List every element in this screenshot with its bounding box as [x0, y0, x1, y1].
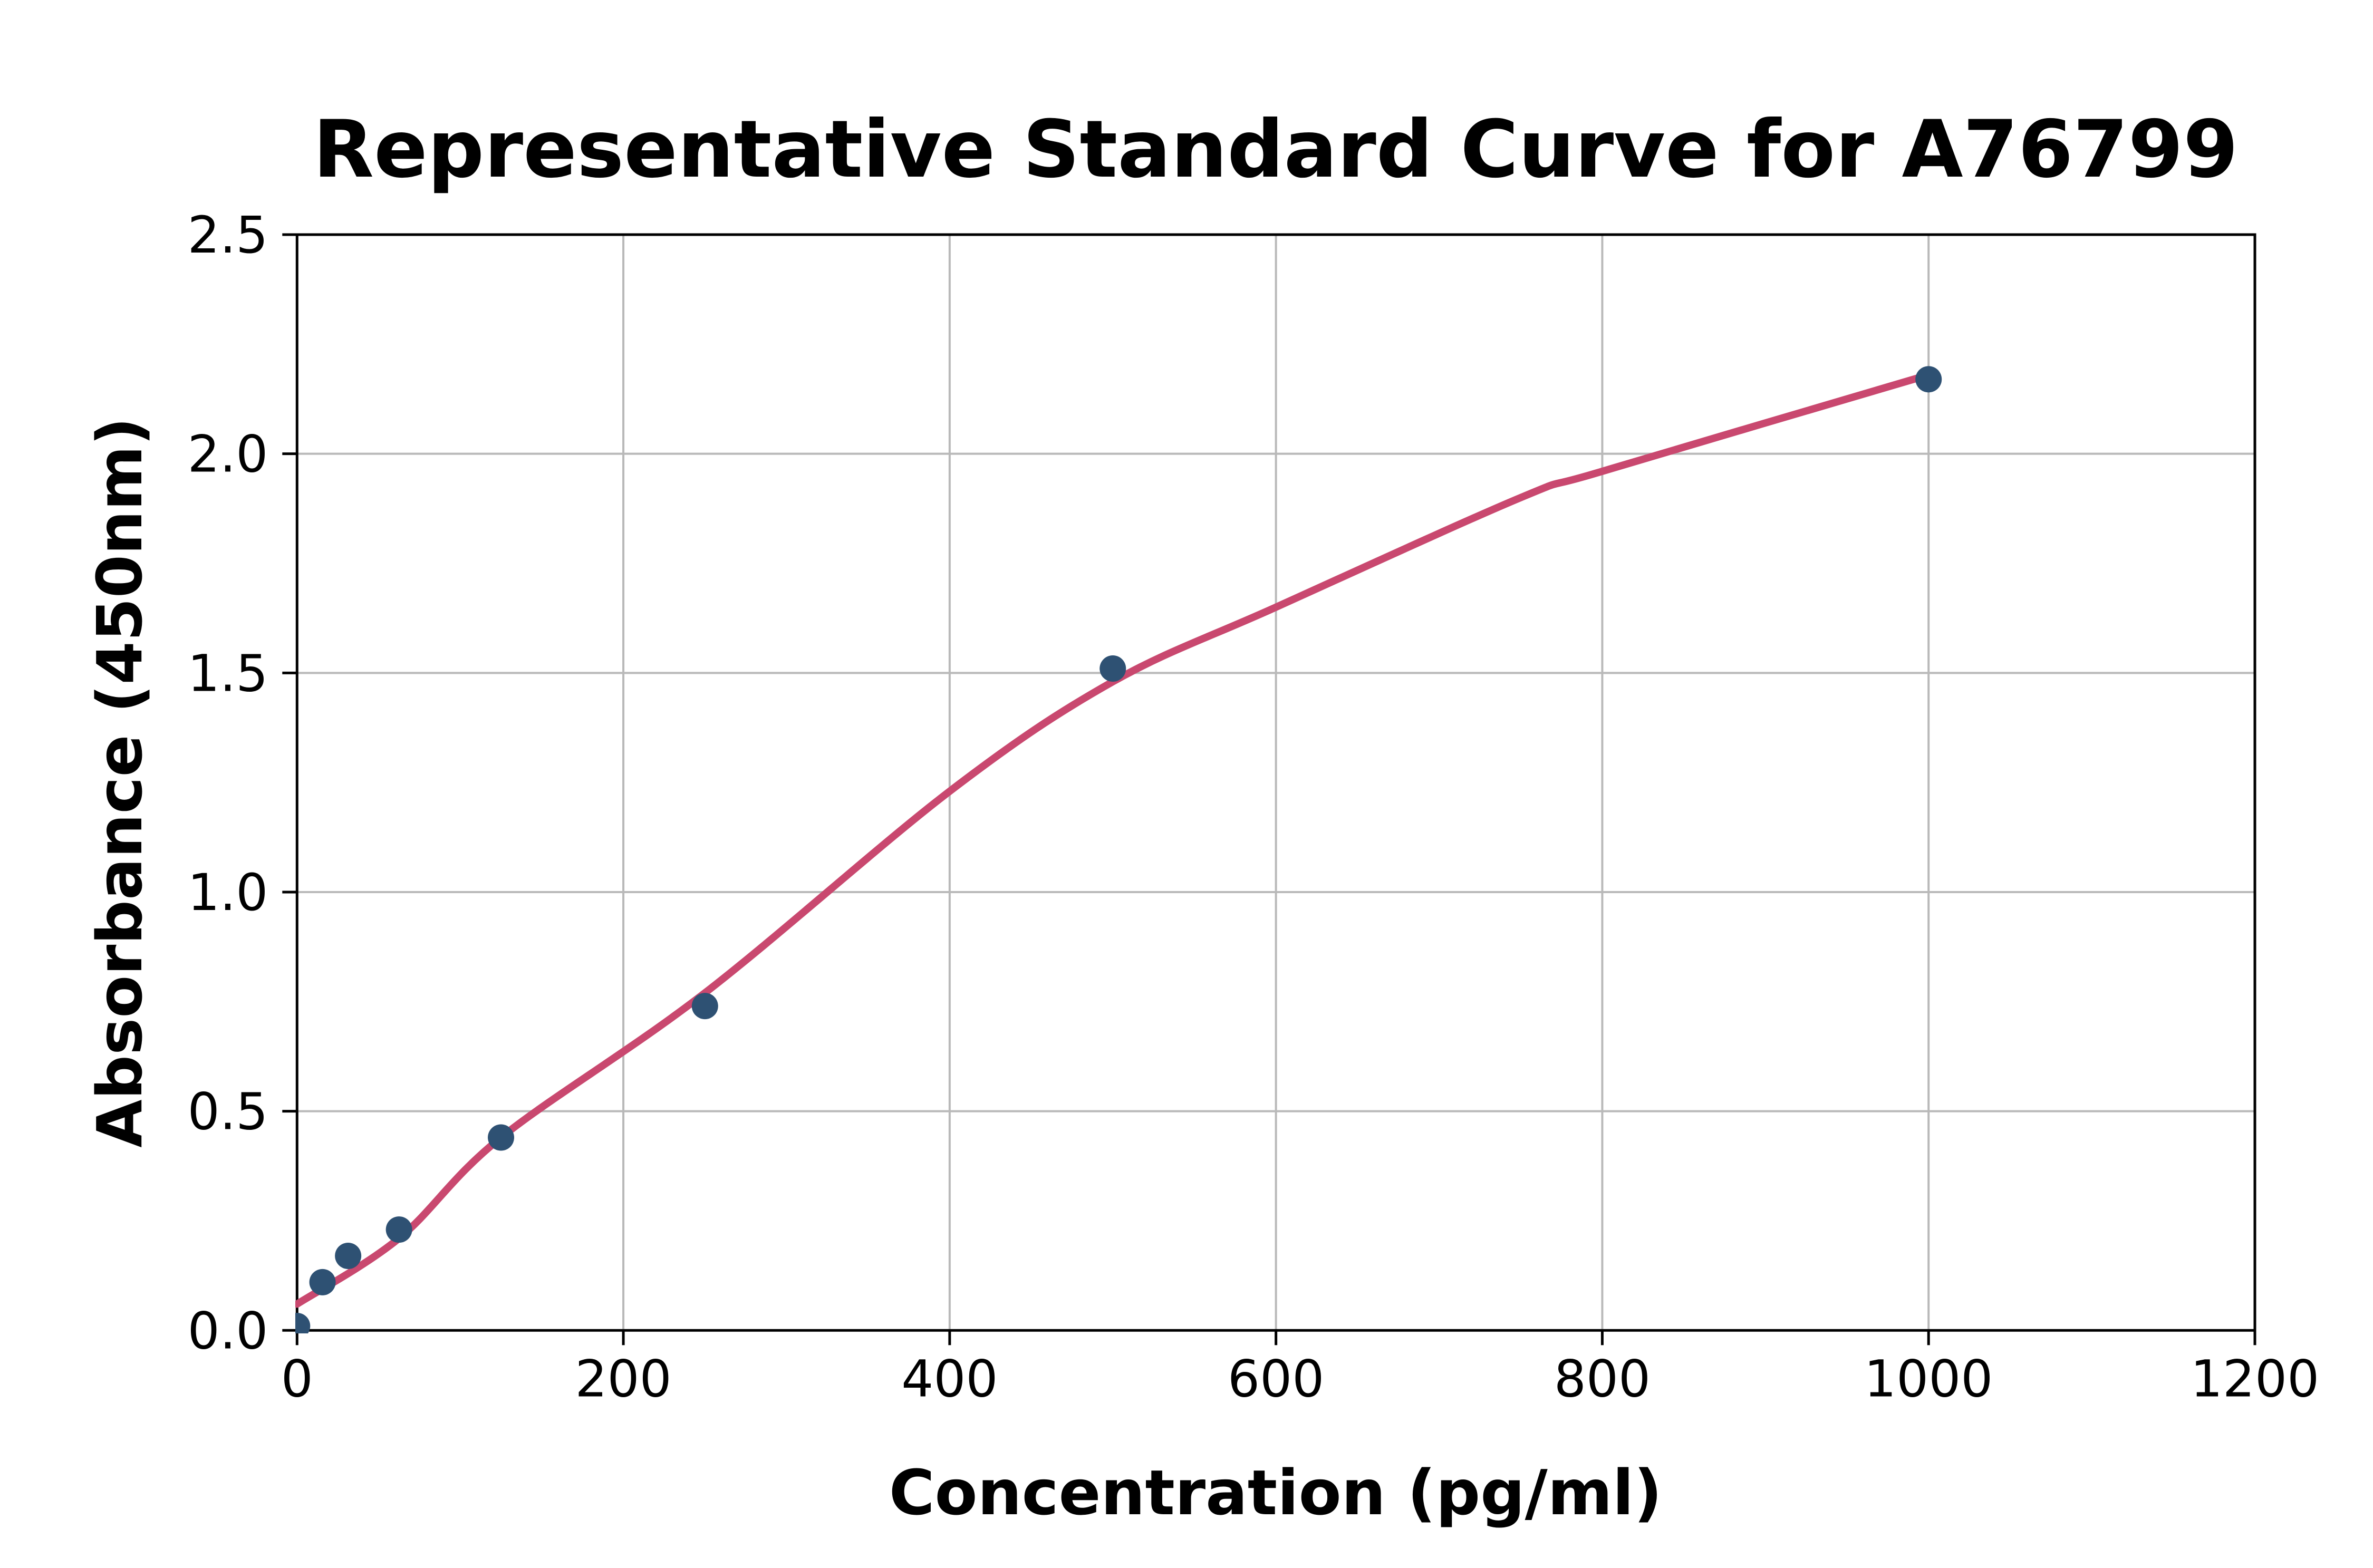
data-point	[309, 1269, 336, 1295]
fit-curve-line	[295, 371, 1933, 1308]
x-tick-label: 800	[1554, 1349, 1651, 1408]
data-point	[488, 1124, 515, 1151]
data-points	[295, 366, 1942, 1333]
x-tick-label: 200	[575, 1349, 671, 1408]
data-point	[385, 1216, 412, 1243]
gridlines	[297, 235, 2255, 1331]
x-tick-label: 400	[901, 1349, 998, 1408]
y-tick-label: 0.0	[188, 1301, 268, 1360]
x-tick-label: 1200	[2191, 1349, 2319, 1408]
data-point	[1099, 655, 1126, 682]
x-tick-label: 1000	[1864, 1349, 1993, 1408]
y-tick-label: 2.0	[188, 425, 268, 484]
y-tick-label: 2.5	[188, 206, 268, 265]
x-axis-label: Concentration (pg/ml)	[889, 1456, 1662, 1529]
data-point	[295, 1312, 311, 1333]
data-point	[1915, 366, 1942, 393]
x-tick-label: 0	[281, 1349, 313, 1408]
data-point	[335, 1242, 362, 1269]
y-axis-label: Absorbance (450nm)	[83, 417, 156, 1148]
plot-frame	[295, 233, 2256, 1332]
x-tick-label: 600	[1228, 1349, 1324, 1408]
y-tick-label: 1.5	[188, 644, 268, 703]
axis-ticks: 0 200 400 600 800 1000 1200 0.0 0.5 1.0 1.5 2.0 2.5	[188, 206, 2320, 1408]
chart-title: Representative Standard Curve for A76799	[313, 104, 2239, 196]
y-tick-label: 0.5	[188, 1082, 268, 1141]
data-point	[691, 993, 718, 1020]
y-tick-label: 1.0	[188, 863, 268, 922]
